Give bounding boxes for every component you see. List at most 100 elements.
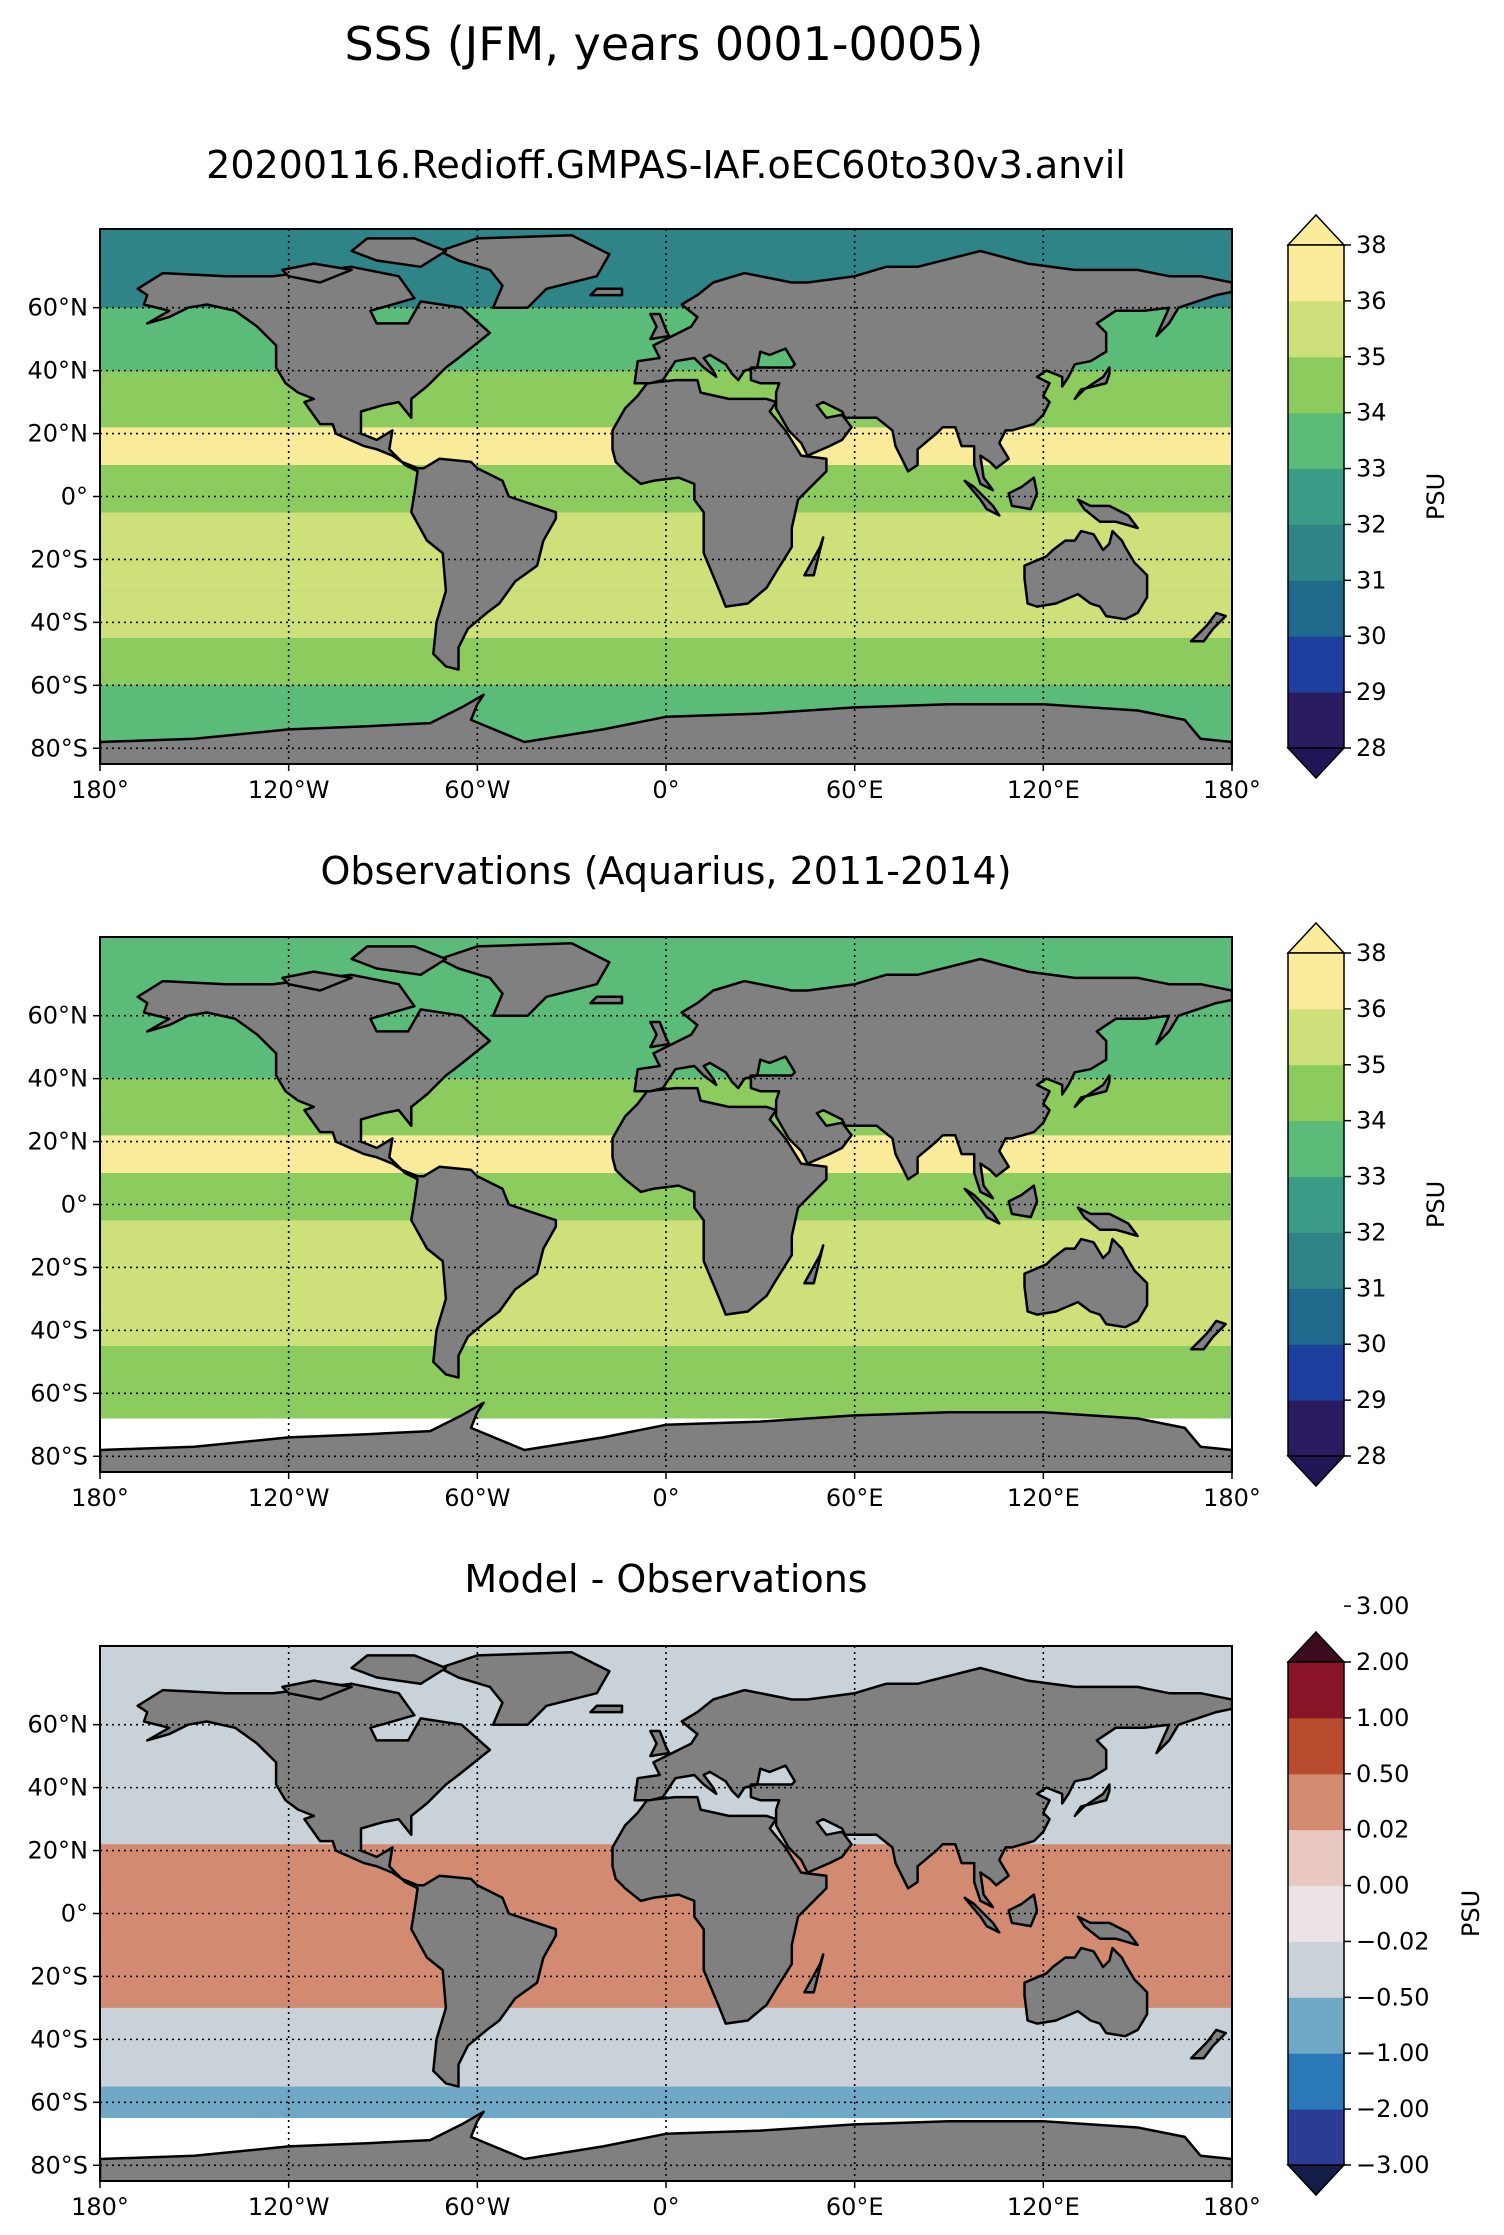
colorbar-tick-label: 38 bbox=[1356, 939, 1387, 967]
colorbar-frame bbox=[1287, 1661, 1345, 2166]
colorbar-tick-label: −3.00 bbox=[1356, 2151, 1430, 2179]
colorbar-tick-label: −2.00 bbox=[1356, 2095, 1430, 2123]
land-mass bbox=[281, 970, 353, 992]
x-tick-label: 60°W bbox=[444, 2193, 510, 2221]
panel-title: Observations (Aquarius, 2011-2014) bbox=[320, 849, 1011, 893]
land-mass bbox=[633, 1666, 1232, 1909]
y-tick-label: 20°N bbox=[28, 1128, 89, 1156]
x-tick-label: 0° bbox=[652, 2193, 679, 2221]
y-tick-label: 60°N bbox=[28, 1711, 89, 1739]
land-mass bbox=[438, 942, 611, 1017]
colorbar-tick-label: 1.00 bbox=[1356, 1704, 1409, 1732]
colorbar-tick-label: −0.02 bbox=[1356, 1927, 1430, 1955]
colorbar-segment bbox=[1288, 356, 1344, 414]
y-tick-label: 80°S bbox=[30, 2151, 88, 2179]
y-tick-label: 40°N bbox=[28, 1065, 89, 1093]
y-tick-label: 80°S bbox=[30, 734, 88, 762]
land-mass bbox=[1007, 1893, 1039, 1928]
colorbar-segment bbox=[1288, 1400, 1344, 1457]
land-mass bbox=[803, 1953, 825, 1994]
land-mass bbox=[1076, 1206, 1139, 1238]
colorbar-segment bbox=[1288, 1717, 1344, 1775]
y-tick-label: 40°N bbox=[28, 1774, 89, 1802]
colorbar-extend-top bbox=[1286, 213, 1346, 246]
colorbar-tick-label: 0.02 bbox=[1356, 1816, 1409, 1844]
colorbar-tick-label: −1.00 bbox=[1356, 2039, 1430, 2067]
colorbar-tick-label: 32 bbox=[1356, 510, 1387, 538]
colorbar-tick-label: 31 bbox=[1356, 566, 1387, 594]
land-mass bbox=[1023, 1946, 1149, 2038]
colorbar-segment bbox=[1288, 692, 1344, 749]
colorbar-tick-label: −0.50 bbox=[1356, 1983, 1430, 2011]
colorbar-segment bbox=[1288, 468, 1344, 525]
x-tick-label: 0° bbox=[652, 776, 679, 804]
colorbar-extend-bottom bbox=[1286, 1455, 1346, 1488]
colorbar-tick-label: 28 bbox=[1356, 734, 1387, 762]
land-mass bbox=[438, 1651, 611, 1726]
colorbar-segment bbox=[1288, 524, 1344, 581]
x-tick-label: 120°W bbox=[248, 2193, 330, 2221]
land-mass bbox=[350, 945, 448, 977]
colorbar-tick-label: 36 bbox=[1356, 287, 1387, 315]
colorbar-extend-bottom bbox=[1286, 2164, 1346, 2197]
y-tick-label: 0° bbox=[61, 483, 88, 511]
colorbar-segment bbox=[1288, 953, 1344, 1010]
y-tick-label: 0° bbox=[61, 1900, 88, 1928]
y-tick-label: 20°N bbox=[28, 420, 89, 448]
land-mass bbox=[1007, 1184, 1039, 1219]
map-layers bbox=[100, 937, 1232, 1472]
x-tick-label: 60°W bbox=[444, 1484, 510, 1512]
land-mass bbox=[963, 1187, 1001, 1225]
colorbar-segment bbox=[1288, 2109, 1344, 2166]
land-mass bbox=[589, 287, 624, 297]
land-mass bbox=[611, 1086, 828, 1316]
colorbar: 28 29 30 31 32 33 34 35 36 38 bbox=[1286, 213, 1387, 780]
map-area: 180° 120°W 60°W 0° 60°E 120°E 180° 60°N 40°N 20°N… bbox=[28, 228, 1261, 804]
colorbar-segment bbox=[1288, 1232, 1344, 1289]
x-tick-label: 180° bbox=[71, 776, 129, 804]
colorbar-tick-label: 29 bbox=[1356, 1386, 1387, 1414]
colorbar-frame bbox=[1287, 244, 1345, 749]
panel-difference: Model - Observations 180° 120°W 60°W 0° 60°E… bbox=[28, 1557, 1486, 2221]
y-tick-label: 0° bbox=[61, 1191, 88, 1219]
colorbar-tick-label: 38 bbox=[1356, 231, 1387, 259]
y-tick-label: 60°S bbox=[30, 671, 88, 699]
x-tick-label: 180° bbox=[1203, 1484, 1261, 1512]
panel-model: 20200116.Redioff.GMPAS-IAF.oEC60to30v3.a… bbox=[28, 143, 1451, 804]
land-mass bbox=[438, 234, 611, 309]
land-mass bbox=[1189, 2028, 1227, 2060]
x-tick-label: 60°W bbox=[444, 776, 510, 804]
colorbar-label: PSU bbox=[1457, 1890, 1485, 1937]
land-mass bbox=[1189, 611, 1227, 643]
map-layers bbox=[100, 1646, 1232, 2181]
land-mass bbox=[589, 995, 624, 1005]
land-mass bbox=[1007, 476, 1039, 511]
colorbar-segment bbox=[1288, 1997, 1344, 2054]
colorbar-segment bbox=[1288, 1941, 1344, 1998]
y-tick-label: 80°S bbox=[30, 1442, 88, 1470]
land-mass bbox=[1023, 529, 1149, 621]
y-tick-label: 20°N bbox=[28, 1837, 89, 1865]
y-tick-label: 60°N bbox=[28, 1002, 89, 1030]
x-tick-label: 60°E bbox=[826, 2193, 884, 2221]
colorbar-segment bbox=[1288, 1176, 1344, 1233]
y-tick-label: 60°S bbox=[30, 1379, 88, 1407]
colorbar: 28 29 30 31 32 33 34 35 36 38 bbox=[1286, 921, 1387, 1488]
x-tick-label: 0° bbox=[652, 1484, 679, 1512]
colorbar-tick-label: 33 bbox=[1356, 1163, 1387, 1191]
land-mass bbox=[963, 479, 1001, 517]
colorbar-segment bbox=[1288, 1885, 1344, 1942]
x-tick-label: 180° bbox=[1203, 776, 1261, 804]
map-area: 180° 120°W 60°W 0° 60°E 120°E 180° 60°N 40°N 20°N… bbox=[28, 936, 1261, 1512]
map-area: 180° 120°W 60°W 0° 60°E 120°E 180° 60°N 40°N 20°N… bbox=[28, 1645, 1261, 2221]
land-mass bbox=[803, 536, 825, 577]
colorbar-frame bbox=[1287, 952, 1345, 1457]
land-mass bbox=[611, 378, 828, 608]
land-mass bbox=[649, 1020, 671, 1049]
colorbar-tick-label: 30 bbox=[1356, 1330, 1387, 1358]
colorbar-segment bbox=[1288, 1344, 1344, 1401]
colorbar-tick-label: 28 bbox=[1356, 1442, 1387, 1470]
land-mass bbox=[1189, 1319, 1227, 1351]
colorbar-extend-bottom bbox=[1286, 747, 1346, 780]
figure-suptitle: SSS (JFM, years 0001-0005) bbox=[344, 17, 983, 71]
